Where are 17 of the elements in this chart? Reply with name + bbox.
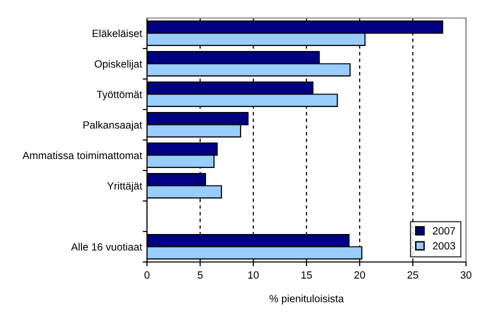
x-axis-title: % pienituloisista [270, 294, 344, 304]
y-tick-label: Yrittäjät [107, 182, 142, 192]
y-tick-label: Työttömät [96, 90, 142, 100]
y-tick-label: Alle 16 vuotiaat [71, 242, 142, 251]
y-tick-label: Ammatissa toimimattomat [22, 151, 142, 160]
x-tick-label: 10 [248, 271, 259, 279]
legend-label: 2007 [432, 227, 456, 235]
x-tick-label: 20 [354, 271, 366, 279]
y-tick-label: Eläkeläiset [92, 29, 142, 38]
y-tick-label: Palkansaajat [83, 120, 142, 131]
x-tick-label: 5 [198, 271, 203, 279]
x-tick-label: 15 [302, 271, 312, 279]
x-tick-label: 30 [460, 271, 472, 279]
x-tick-label: 0 [144, 271, 150, 279]
x-tick-label: 25 [408, 271, 418, 279]
legend-label: 2003 [432, 242, 456, 250]
y-tick-label: Opiskelijat [94, 60, 142, 70]
